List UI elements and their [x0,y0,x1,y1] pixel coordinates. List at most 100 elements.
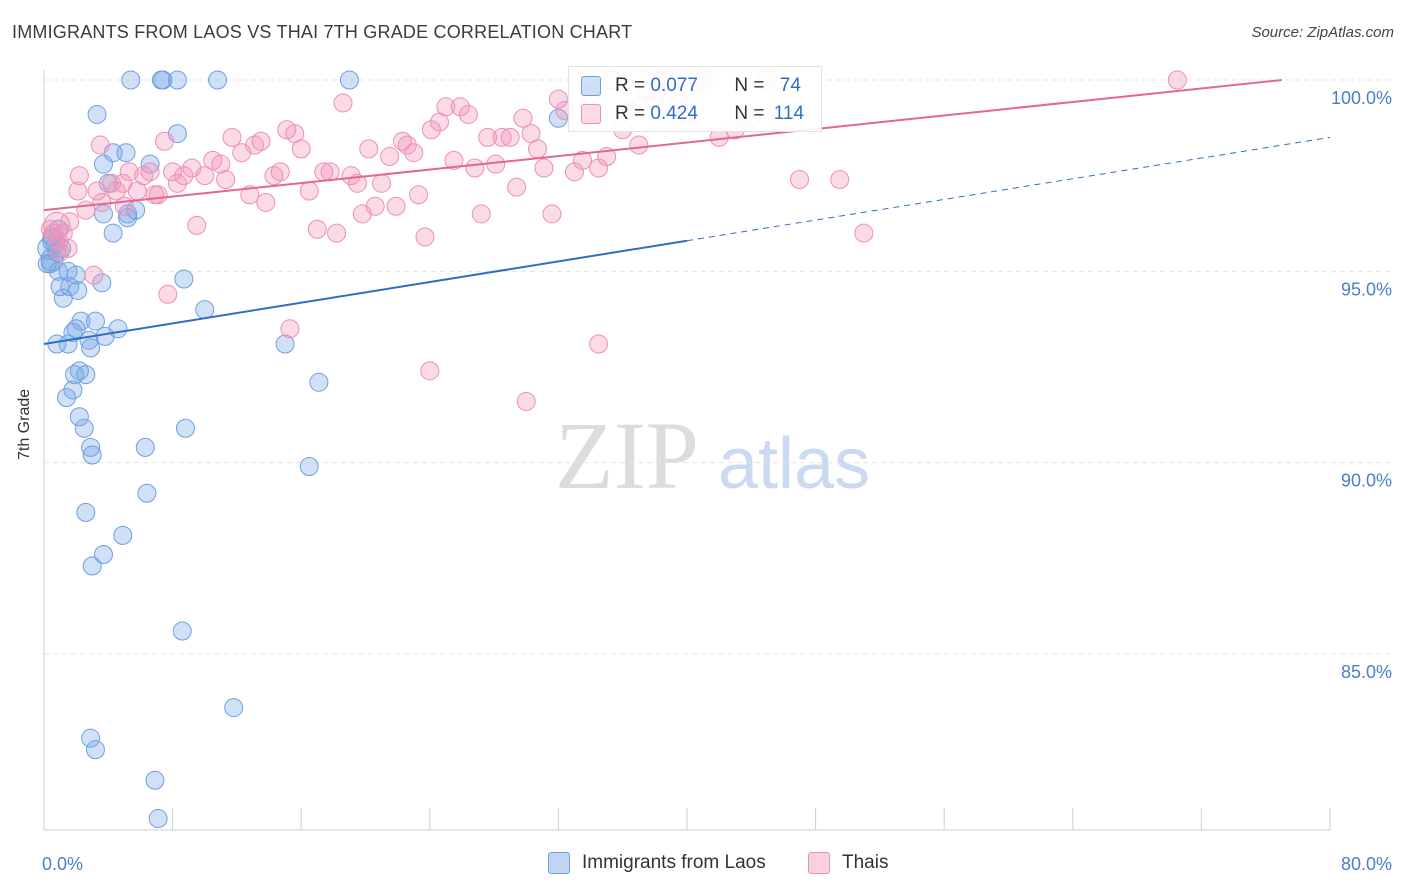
watermark: ZIP atlas [555,402,870,509]
thai-point [397,135,417,155]
thai-point [113,173,133,193]
x-tick-label: 0.0% [42,854,83,874]
laos-point [85,740,105,760]
laos-point [113,525,133,545]
laos-point [93,154,113,174]
thai-point [69,166,89,186]
thai-point [386,196,406,216]
thai-point [471,204,491,224]
watermark-atlas: atlas [718,424,870,504]
thai-point [76,200,96,220]
laos-point [66,319,86,339]
thai-point [444,150,464,170]
laos-point [85,311,105,331]
laos-point [92,273,112,293]
thai-point [542,204,562,224]
thai-point [320,162,340,182]
legend-r-value: 0.424 [650,103,698,124]
legend-item-thai[interactable]: Thais [808,852,888,874]
laos-point [195,300,215,320]
thai-point [43,211,71,239]
thai-point [465,158,485,178]
thai-point [44,223,64,243]
laos-point [74,418,94,438]
thai-point [195,166,215,186]
laos-point [275,334,295,354]
legend-label-thai: Thais [842,852,889,873]
thai-point [140,162,160,182]
thai-point [492,127,512,147]
laos-point [140,154,160,174]
y-tick-label: 85.0% [1341,662,1392,682]
thai-point [333,93,353,113]
legend-n-label: N = [734,75,770,96]
laos-point [68,280,88,300]
thai-point [167,173,187,193]
thai-point [1167,70,1187,90]
laos-point [153,70,173,90]
legend-n-value: 74 [779,75,801,96]
thai-point [280,319,300,339]
thai-point [629,135,649,155]
laos-point [339,70,359,90]
thai-point [854,223,874,243]
legend-swatch-thai [808,852,830,874]
thai-point [516,391,536,411]
legend-r-value: 0.077 [650,75,698,96]
thai-point [421,120,441,140]
laos-point [57,388,77,408]
legend-item-laos[interactable]: Immigrants from Laos [548,852,766,874]
legend-n-value: 114 [773,103,805,124]
thai-point [564,162,584,182]
thai-point [341,166,361,186]
thai-point [507,177,527,197]
thai-point [90,135,110,155]
thai-point [251,131,271,151]
legend-swatch-thai [581,104,601,124]
laos-point [135,437,155,457]
thai-point [222,127,242,147]
y-tick-label: 95.0% [1341,279,1392,299]
series-thai-points [40,70,1187,411]
x-tick-label: 80.0% [1341,854,1392,874]
laos-point [172,621,192,641]
thai-point [114,196,134,216]
thai-point [68,181,88,201]
thai-point [347,173,367,193]
laos-point [145,770,165,790]
thai-point [458,104,478,124]
thai-point [500,127,520,147]
thai-point [216,169,236,189]
thai-trendline [43,79,1282,212]
legend-row-thai: R = 0.424 N = 114 [581,101,804,127]
laos-point [148,809,168,829]
laos-point [118,208,138,228]
legend-r-label: R = [615,103,651,124]
laos-point [548,108,568,128]
thai-point [528,139,548,159]
thai-point [420,361,440,381]
thai-point [415,227,435,247]
legend-n-label: N = [734,103,770,124]
thai-point [155,131,175,151]
laos-trendline-extension [686,136,1331,242]
thai-point [187,215,207,235]
series-legend: Immigrants from Laos Thais [0,852,1406,878]
thai-point [359,139,379,159]
laos-point [175,418,195,438]
thai-point [256,192,276,212]
thai-point [270,162,290,182]
thai-point [372,173,392,193]
thai-point [240,185,260,205]
gridlines [44,79,1392,655]
laos-point [116,143,136,163]
laos-point [82,445,102,465]
laos-point [299,456,319,476]
y-tick-label: 100.0% [1331,88,1392,108]
laos-point [81,338,101,358]
laos-point [309,372,329,392]
thai-point [830,169,850,189]
laos-point [63,323,83,343]
laos-point [63,380,83,400]
thai-point [50,242,70,262]
